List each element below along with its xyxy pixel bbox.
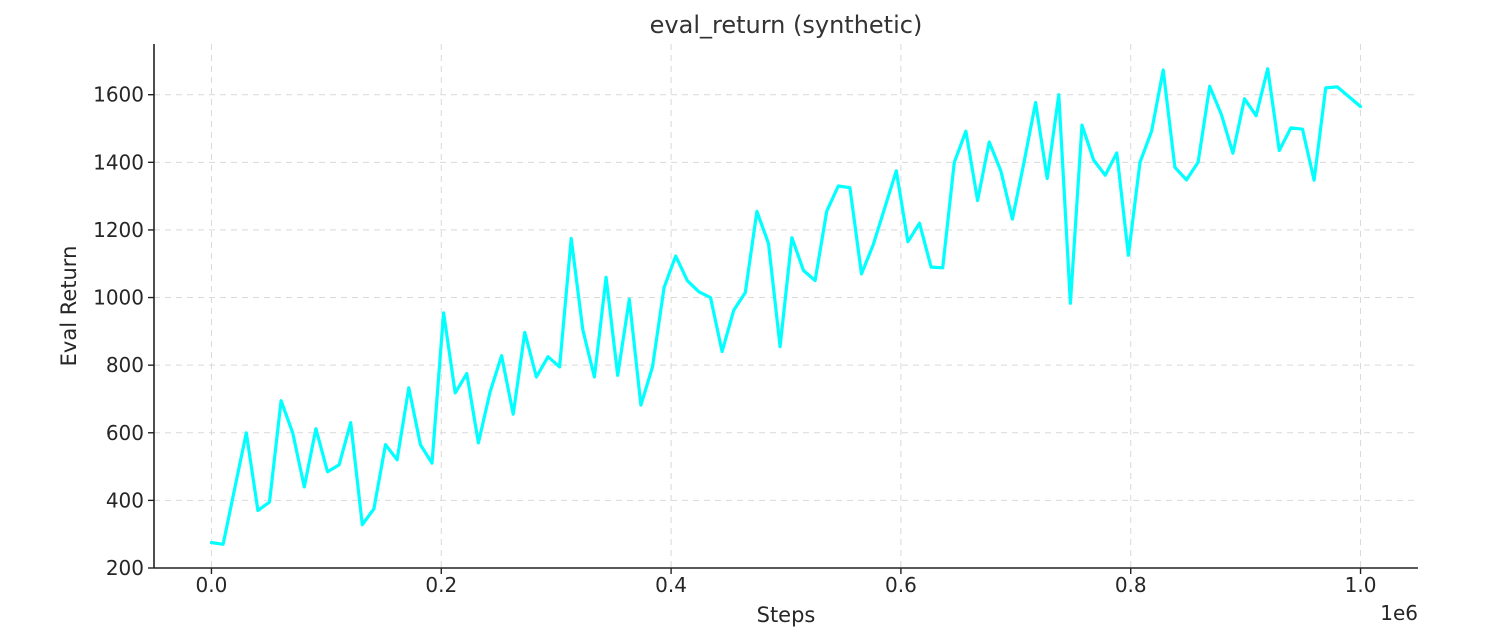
x-tick-label: 0.2 xyxy=(425,573,457,597)
axes xyxy=(153,44,1418,569)
x-tick-label: 0.8 xyxy=(1115,573,1147,597)
x-tick-label: 0.6 xyxy=(885,573,917,597)
series-layer xyxy=(209,67,1363,546)
series-line xyxy=(209,67,1363,546)
y-tick-label: 1600 xyxy=(93,83,144,107)
ticks: 0.0 0.2 0.4 0.6 0.8 1.0 200 400 600 800 1000 1200 14… xyxy=(93,83,1376,597)
y-tick-label: 1200 xyxy=(93,218,144,242)
x-tick-label: 1.0 xyxy=(1345,573,1377,597)
y-tick-label: 400 xyxy=(106,488,144,512)
x-axis-offset-label: 1e6 xyxy=(1380,601,1418,625)
y-tick-label: 1400 xyxy=(93,150,144,174)
y-tick-label: 800 xyxy=(106,353,144,377)
y-tick-label: 600 xyxy=(106,421,144,445)
y-tick-label: 1000 xyxy=(93,286,144,310)
chart-title: eval_return (synthetic) xyxy=(650,11,923,39)
x-axis-label: Steps xyxy=(757,603,816,627)
y-tick-label: 200 xyxy=(106,556,144,580)
x-tick-label: 0.0 xyxy=(196,573,228,597)
x-tick-label: 0.4 xyxy=(655,573,687,597)
y-axis-label: Eval Return xyxy=(57,246,81,367)
